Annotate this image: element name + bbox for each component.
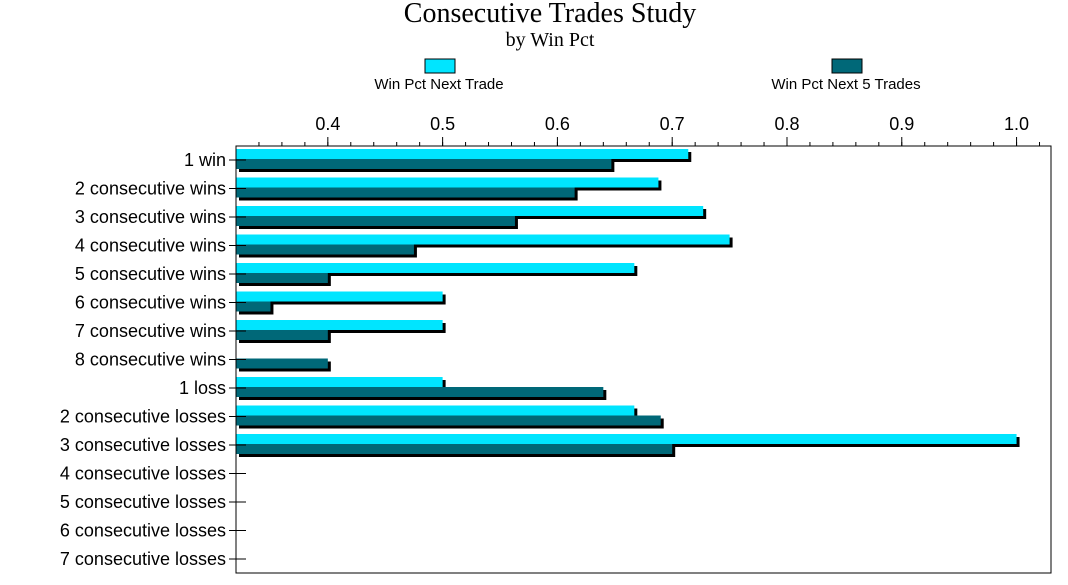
x-tick-label: 0.4 (315, 114, 340, 134)
chart-subtitle: by Win Pct (505, 29, 595, 51)
bar-win-pct-next-trade (236, 377, 443, 387)
plot-frame (235, 145, 1052, 574)
category-label: 6 consecutive losses (60, 521, 226, 541)
category-label: 3 consecutive losses (60, 435, 226, 455)
bar-win-pct-next-trade (236, 434, 1017, 444)
legend-label-next-5-trades: Win Pct Next 5 Trades (771, 76, 920, 93)
bar-win-pct-next-5-trades (236, 444, 673, 454)
category-label: 2 consecutive losses (60, 407, 226, 427)
legend: Win Pct Next Trade Win Pct Next 5 Trades (374, 58, 921, 93)
title-block: Consecutive Trades Study by Win Pct (0, 0, 1068, 52)
category-label: 5 consecutive wins (75, 264, 226, 284)
category-label: 4 consecutive losses (60, 464, 226, 484)
x-tick-label: 1.0 (1004, 114, 1029, 134)
legend-swatch-next-5-trades (831, 58, 863, 74)
category-label: 6 consecutive wins (75, 293, 226, 313)
bar-win-pct-next-trade (236, 149, 689, 159)
category-label: 7 consecutive losses (60, 549, 226, 569)
category-label: 1 win (184, 150, 226, 170)
bar-win-pct-next-5-trades (236, 159, 612, 169)
bar-win-pct-next-5-trades (236, 387, 604, 397)
category-label: 5 consecutive losses (60, 492, 226, 512)
bar-win-pct-next-trade (236, 320, 443, 330)
x-tick-label: 0.7 (660, 114, 685, 134)
legend-swatch-next-trade (424, 58, 456, 74)
legend-label-next-trade: Win Pct Next Trade (374, 76, 503, 93)
bar-win-pct-next-5-trades (236, 358, 328, 369)
bar-win-pct-next-trade (236, 291, 443, 302)
category-label: 1 loss (179, 378, 226, 398)
bar-win-pct-next-trade (236, 206, 704, 216)
x-tick-label: 0.8 (774, 114, 799, 134)
bar-win-pct-next-trade (236, 263, 635, 273)
bar-win-pct-next-5-trades (236, 415, 661, 426)
x-axis: 0.4 0.5 0.6 0.7 0.8 0.9 1.0 (258, 114, 1041, 146)
x-tick-label: 0.6 (545, 114, 570, 134)
x-tick-label: 0.5 (430, 114, 455, 134)
category-label: 4 consecutive wins (75, 236, 226, 256)
bar-win-pct-next-5-trades (236, 301, 271, 312)
category-label: 7 consecutive wins (75, 321, 226, 341)
bars (236, 149, 1020, 457)
category-label: 8 consecutive wins (75, 350, 226, 370)
y-axis: 1 win 2 consecutive wins 3 consecutive win… (60, 150, 246, 569)
x-tick-label: 0.9 (889, 114, 914, 134)
bar-win-pct-next-5-trades (236, 244, 414, 255)
category-label: 3 consecutive wins (75, 207, 226, 227)
bar-win-pct-next-trade (236, 177, 659, 188)
bar-win-pct-next-5-trades (236, 273, 328, 283)
category-label: 2 consecutive wins (75, 179, 226, 199)
bar-win-pct-next-5-trades (236, 216, 515, 226)
bar-win-pct-next-trade (236, 234, 730, 245)
bar-win-pct-next-5-trades (236, 330, 328, 340)
bar-win-pct-next-5-trades (236, 187, 575, 198)
chart-title: Consecutive Trades Study (403, 0, 697, 29)
bar-win-pct-next-trade (236, 405, 635, 416)
